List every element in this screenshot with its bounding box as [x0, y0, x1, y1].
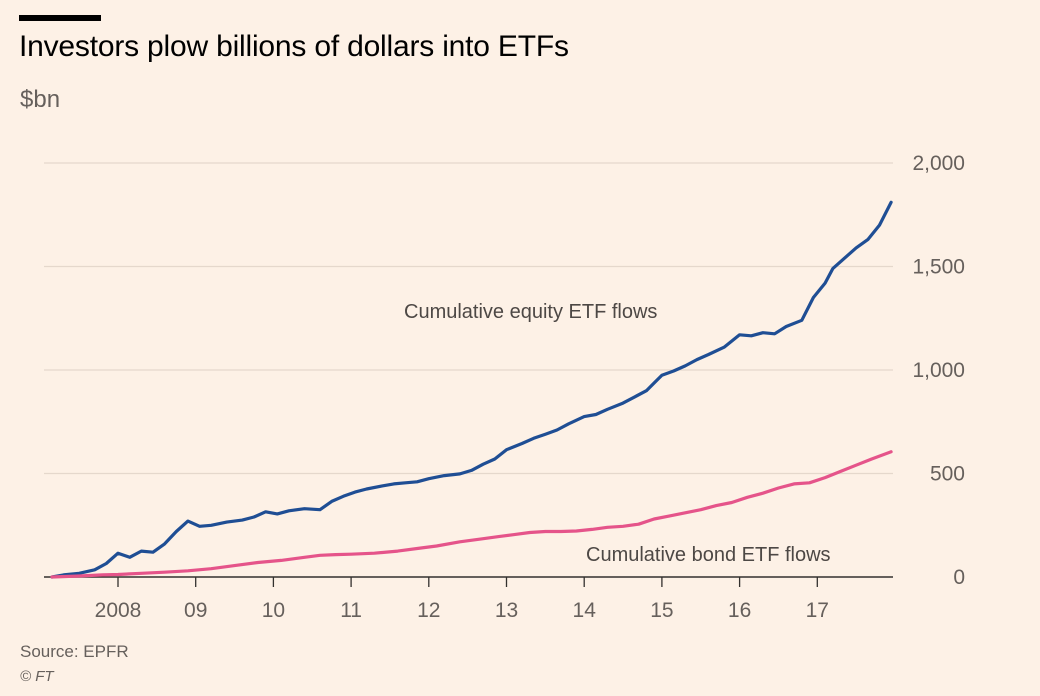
chart-unit-label: $bn	[20, 86, 61, 113]
y-tick-label: 0	[953, 566, 965, 589]
y-axis-ticks: 0 500 1,000 1,500 2,000	[912, 152, 965, 589]
y-tick-label: 500	[930, 463, 965, 486]
equity-series-line	[50, 200, 893, 579]
series-lines	[50, 200, 893, 579]
bond-series-annotation: Cumulative bond ETF flows	[586, 544, 831, 566]
equity-series-annotation: Cumulative equity ETF flows	[404, 301, 657, 323]
x-tick-label: 14	[573, 599, 597, 622]
x-tick-label: 17	[806, 599, 829, 622]
x-tick-label: 11	[340, 599, 362, 622]
x-tick-label: 09	[184, 599, 207, 622]
x-tick-label: 16	[728, 599, 751, 622]
x-tick-label: 15	[650, 599, 673, 622]
x-tick-label: 2008	[95, 599, 142, 622]
bond-series-line	[50, 450, 893, 579]
x-axis: 2008 09 10 11 12 13 14 15 16 17	[44, 576, 893, 622]
y-tick-label: 2,000	[912, 152, 965, 175]
chart-title: Investors plow billions of dollars into …	[19, 30, 569, 63]
brand-bar	[19, 15, 101, 21]
source-note: Source: EPFR	[20, 642, 129, 661]
y-tick-label: 1,500	[912, 256, 965, 279]
copyright-note: © FT	[20, 668, 54, 685]
x-tick-label: 12	[417, 599, 440, 622]
y-tick-label: 1,000	[912, 359, 965, 382]
x-tick-label: 10	[262, 599, 285, 622]
x-tick-label: 13	[495, 599, 518, 622]
annotations: Cumulative equity ETF flows Cumulative bo…	[404, 301, 831, 566]
gridlines	[44, 162, 893, 475]
